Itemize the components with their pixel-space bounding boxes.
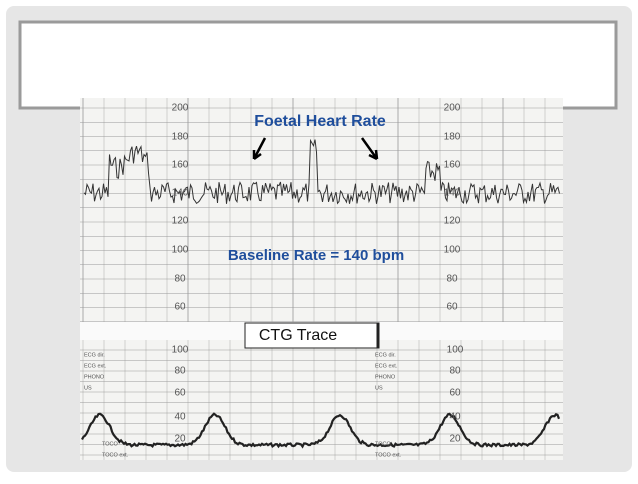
labels: 200 200 180 180 160 160 140 140 120 120 100 100 80 80… <box>84 103 464 459</box>
channel-label: ECG ext. <box>84 363 107 369</box>
ctg-image: 200 200 180 180 160 160 140 140 120 120 100 100 80 80… <box>80 98 563 460</box>
toco-scale-label: 60 <box>174 388 186 399</box>
ctg-label: CTG Trace <box>259 327 337 344</box>
fhr-scale-label: 100 <box>172 245 189 256</box>
toco-scale-label: 40 <box>449 412 461 423</box>
fhr-scale-label: 120 <box>172 216 189 227</box>
fhr-scale-label: 100 <box>444 245 461 256</box>
toco-scale-label: 100 <box>447 345 464 356</box>
baseline-label: Baseline Rate = 140 bpm <box>228 247 404 264</box>
fhr-scale-label: 60 <box>174 302 186 313</box>
toco-channel-label: TOCO ext. <box>375 452 402 458</box>
fhr-scale-label: 180 <box>444 132 461 143</box>
toco-scale-label: 80 <box>449 366 461 377</box>
channel-label: US <box>84 385 92 391</box>
arrow <box>252 137 267 161</box>
toco-trace <box>81 412 561 449</box>
toco-scale-label: 20 <box>449 434 461 445</box>
grid <box>80 98 563 460</box>
fhr-scale-label: 80 <box>446 274 458 285</box>
channel-label: ECG ext. <box>375 363 398 369</box>
traces <box>81 138 561 449</box>
fhr-scale-label: 120 <box>444 216 461 227</box>
toco-scale-label: 80 <box>174 366 186 377</box>
fhr-scale-label: 160 <box>444 160 461 171</box>
toco-scale-label: 100 <box>172 345 189 356</box>
fhr-scale-label: 140 <box>172 188 189 199</box>
channel-label: US <box>375 385 383 391</box>
fhr-scale-label: 140 <box>444 188 461 199</box>
toco-scale-label: 20 <box>174 434 186 445</box>
channel-label: ECG dir. <box>375 352 396 358</box>
fhr-scale-label: 60 <box>446 302 458 313</box>
toco-channel-label: TOCO <box>375 441 392 447</box>
fhr-scale-label: 200 <box>444 103 461 114</box>
fhr-scale-label: 180 <box>172 132 189 143</box>
ctg-label-box <box>244 322 380 349</box>
arrow <box>360 137 379 161</box>
channel-label: PHONO <box>84 374 105 380</box>
title-box <box>18 20 618 110</box>
fhr-scale-label: 80 <box>174 274 186 285</box>
fhr-scale-label: 200 <box>172 103 189 114</box>
channel-label: ECG dir. <box>84 352 105 358</box>
channel-label: PHONO <box>375 374 396 380</box>
fhr-label: Foetal Heart Rate <box>254 113 386 130</box>
fhr-trace <box>83 138 560 205</box>
toco-scale-label: 60 <box>449 388 461 399</box>
toco-channel-label: TOCO <box>102 441 119 447</box>
fhr-scale-label: 160 <box>172 160 189 171</box>
toco-scale-label: 40 <box>174 412 186 423</box>
toco-channel-label: TOCO ext. <box>102 452 129 458</box>
